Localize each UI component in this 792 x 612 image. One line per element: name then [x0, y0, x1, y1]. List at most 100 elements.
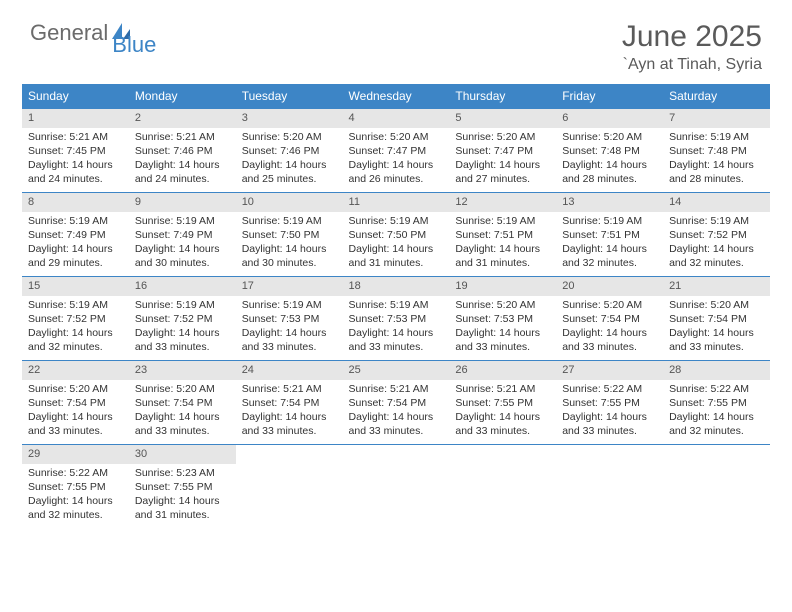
day-day2: and 29 minutes. — [28, 256, 123, 270]
calendar-cell: 22Sunrise: 5:20 AMSunset: 7:54 PMDayligh… — [22, 361, 129, 445]
day-body: Sunrise: 5:22 AMSunset: 7:55 PMDaylight:… — [556, 380, 663, 443]
day-sunset: Sunset: 7:55 PM — [455, 396, 550, 410]
day-day2: and 26 minutes. — [349, 172, 444, 186]
day-number: 10 — [236, 193, 343, 212]
calendar-cell: 16Sunrise: 5:19 AMSunset: 7:52 PMDayligh… — [129, 277, 236, 361]
day-day1: Daylight: 14 hours — [135, 242, 230, 256]
day-number: 28 — [663, 361, 770, 380]
calendar-cell: 21Sunrise: 5:20 AMSunset: 7:54 PMDayligh… — [663, 277, 770, 361]
location-label: `Ayn at Tinah, Syria — [622, 56, 762, 74]
day-sunrise: Sunrise: 5:19 AM — [349, 214, 444, 228]
day-day1: Daylight: 14 hours — [669, 326, 764, 340]
calendar-cell: 25Sunrise: 5:21 AMSunset: 7:54 PMDayligh… — [343, 361, 450, 445]
day-number: 13 — [556, 193, 663, 212]
weekday-header: Thursday — [449, 84, 556, 109]
day-day1: Daylight: 14 hours — [562, 158, 657, 172]
day-day1: Daylight: 14 hours — [669, 410, 764, 424]
day-day1: Daylight: 14 hours — [455, 158, 550, 172]
day-day1: Daylight: 14 hours — [455, 326, 550, 340]
calendar-cell: 1 Sunrise: 5:21 AMSunset: 7:45 PMDaylight… — [22, 109, 129, 193]
day-day1: Daylight: 14 hours — [28, 494, 123, 508]
day-day2: and 28 minutes. — [669, 172, 764, 186]
calendar-row: 1Sunrise: 5:21 AMSunset: 7:45 PMDaylight… — [22, 109, 770, 193]
calendar-table: Sunday Monday Tuesday Wednesday Thursday… — [22, 84, 770, 529]
day-number: 11 — [343, 193, 450, 212]
day-day2: and 30 minutes. — [242, 256, 337, 270]
day-day2: and 27 minutes. — [455, 172, 550, 186]
day-sunrise: Sunrise: 5:19 AM — [349, 298, 444, 312]
day-sunrise: Sunrise: 5:21 AM — [135, 130, 230, 144]
day-sunrise: Sunrise: 5:19 AM — [135, 298, 230, 312]
day-day1: Daylight: 14 hours — [135, 410, 230, 424]
day-day1: Daylight: 14 hours — [562, 326, 657, 340]
calendar-cell: 29Sunrise: 5:22 AMSunset: 7:55 PMDayligh… — [22, 445, 129, 529]
day-day2: and 33 minutes. — [455, 340, 550, 354]
day-sunrise: Sunrise: 5:19 AM — [135, 214, 230, 228]
day-sunset: Sunset: 7:53 PM — [242, 312, 337, 326]
calendar-cell: 28Sunrise: 5:22 AMSunset: 7:55 PMDayligh… — [663, 361, 770, 445]
weekday-header: Monday — [129, 84, 236, 109]
logo: General Blue — [30, 20, 178, 46]
day-number: 18 — [343, 277, 450, 296]
day-day2: and 25 minutes. — [242, 172, 337, 186]
day-body: Sunrise: 5:20 AMSunset: 7:54 PMDaylight:… — [556, 296, 663, 359]
day-body: Sunrise: 5:22 AMSunset: 7:55 PMDaylight:… — [22, 464, 129, 527]
day-sunrise: Sunrise: 5:19 AM — [455, 214, 550, 228]
day-day1: Daylight: 14 hours — [349, 158, 444, 172]
calendar-cell: 13Sunrise: 5:19 AMSunset: 7:51 PMDayligh… — [556, 193, 663, 277]
day-day2: and 32 minutes. — [669, 424, 764, 438]
day-day1: Daylight: 14 hours — [455, 242, 550, 256]
day-body: Sunrise: 5:19 AMSunset: 7:48 PMDaylight:… — [663, 128, 770, 191]
day-body: Sunrise: 5:23 AMSunset: 7:55 PMDaylight:… — [129, 464, 236, 527]
day-day1: Daylight: 14 hours — [28, 158, 123, 172]
day-sunset: Sunset: 7:49 PM — [28, 228, 123, 242]
calendar-cell: 20Sunrise: 5:20 AMSunset: 7:54 PMDayligh… — [556, 277, 663, 361]
day-sunrise: Sunrise: 5:21 AM — [28, 130, 123, 144]
day-day2: and 33 minutes. — [562, 424, 657, 438]
day-day1: Daylight: 14 hours — [242, 410, 337, 424]
day-sunset: Sunset: 7:49 PM — [135, 228, 230, 242]
day-day1: Daylight: 14 hours — [562, 410, 657, 424]
calendar-cell: 17Sunrise: 5:19 AMSunset: 7:53 PMDayligh… — [236, 277, 343, 361]
calendar-cell: 24Sunrise: 5:21 AMSunset: 7:54 PMDayligh… — [236, 361, 343, 445]
calendar-cell — [556, 445, 663, 529]
calendar-cell: 11Sunrise: 5:19 AMSunset: 7:50 PMDayligh… — [343, 193, 450, 277]
day-sunset: Sunset: 7:54 PM — [28, 396, 123, 410]
calendar-row: 8Sunrise: 5:19 AMSunset: 7:49 PMDaylight… — [22, 193, 770, 277]
calendar-cell: 6Sunrise: 5:20 AMSunset: 7:48 PMDaylight… — [556, 109, 663, 193]
day-sunrise: Sunrise: 5:20 AM — [135, 382, 230, 396]
day-day2: and 33 minutes. — [135, 340, 230, 354]
day-sunset: Sunset: 7:54 PM — [242, 396, 337, 410]
weekday-header: Friday — [556, 84, 663, 109]
day-number: 2 — [129, 109, 236, 128]
day-day2: and 32 minutes. — [28, 340, 123, 354]
day-sunset: Sunset: 7:55 PM — [28, 480, 123, 494]
day-body: Sunrise: 5:19 AMSunset: 7:52 PMDaylight:… — [663, 212, 770, 275]
day-day1: Daylight: 14 hours — [28, 242, 123, 256]
day-number: 15 — [22, 277, 129, 296]
calendar-cell: 3Sunrise: 5:20 AMSunset: 7:46 PMDaylight… — [236, 109, 343, 193]
day-day2: and 33 minutes. — [135, 424, 230, 438]
day-day1: Daylight: 14 hours — [135, 326, 230, 340]
day-sunrise: Sunrise: 5:19 AM — [242, 214, 337, 228]
day-sunset: Sunset: 7:53 PM — [455, 312, 550, 326]
calendar-row: 29Sunrise: 5:22 AMSunset: 7:55 PMDayligh… — [22, 445, 770, 529]
day-number: 7 — [663, 109, 770, 128]
day-number: 17 — [236, 277, 343, 296]
day-day1: Daylight: 14 hours — [242, 326, 337, 340]
day-day2: and 33 minutes. — [28, 424, 123, 438]
day-number: 30 — [129, 445, 236, 464]
day-sunset: Sunset: 7:54 PM — [135, 396, 230, 410]
day-day2: and 31 minutes. — [349, 256, 444, 270]
day-sunrise: Sunrise: 5:19 AM — [669, 214, 764, 228]
day-number: 19 — [449, 277, 556, 296]
day-sunset: Sunset: 7:45 PM — [28, 144, 123, 158]
day-number: 21 — [663, 277, 770, 296]
day-body: Sunrise: 5:21 AMSunset: 7:54 PMDaylight:… — [236, 380, 343, 443]
day-sunset: Sunset: 7:48 PM — [669, 144, 764, 158]
day-sunset: Sunset: 7:47 PM — [349, 144, 444, 158]
weekday-header: Saturday — [663, 84, 770, 109]
day-sunset: Sunset: 7:54 PM — [349, 396, 444, 410]
day-number: 1 — [22, 109, 129, 128]
month-title: June 2025 — [622, 20, 762, 54]
